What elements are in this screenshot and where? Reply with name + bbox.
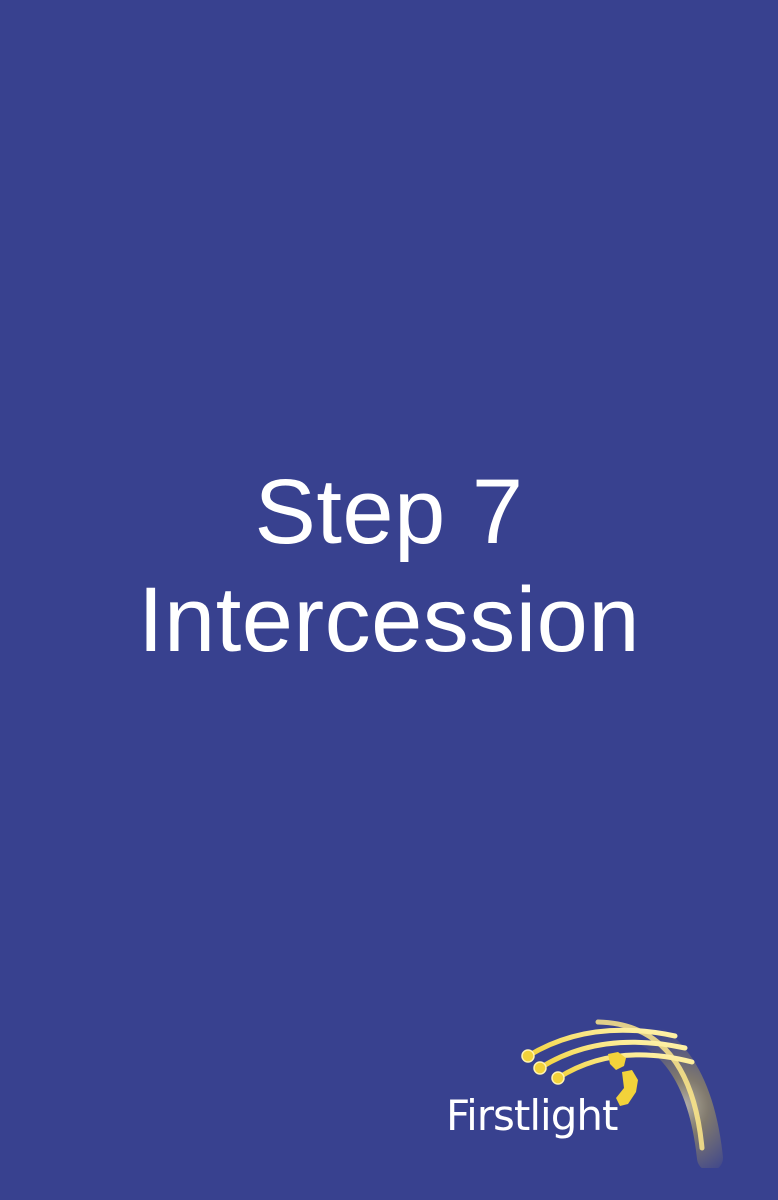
firstlight-wordmark: Firstlight: [446, 1091, 618, 1140]
step-title: Step 7: [254, 461, 524, 563]
step-subtitle: Intercession: [137, 569, 641, 671]
trail-1: [525, 1027, 678, 1059]
north-island-shape: [608, 1052, 626, 1070]
trail-2: [537, 1039, 688, 1071]
comet-head-2: [533, 1061, 547, 1075]
title-block: Step 7 Intercession: [0, 458, 778, 674]
firstlight-logo: Firstlight: [440, 1008, 730, 1168]
comet-head-1: [521, 1049, 535, 1063]
comet-head-3: [551, 1071, 565, 1085]
bright-arc: [595, 1019, 705, 1151]
comet-trails-icon: [521, 1008, 723, 1168]
south-island-shape: [616, 1070, 638, 1106]
